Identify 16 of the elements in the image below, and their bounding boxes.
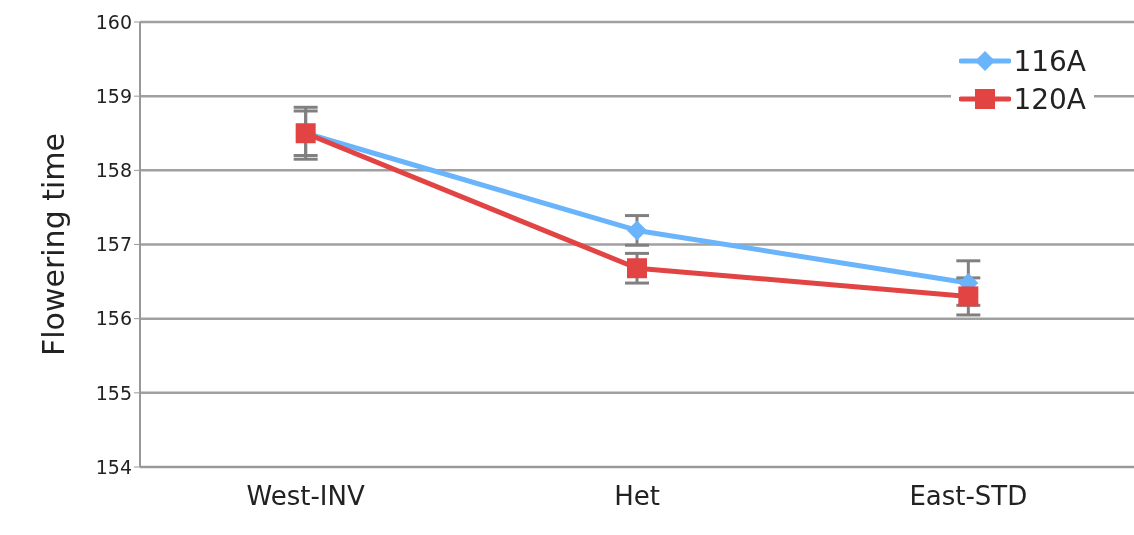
legend-label: 116A <box>1013 44 1086 78</box>
point <box>627 258 647 279</box>
x-tick-label: Het <box>614 481 660 512</box>
point <box>627 220 647 241</box>
legend-label: 120A <box>1013 82 1086 116</box>
y-tick-label: 154 <box>95 455 132 478</box>
y-tick-label: 158 <box>95 159 132 182</box>
y-tick-label: 156 <box>95 307 132 330</box>
y-tick-label: 155 <box>95 381 132 404</box>
y-axis-title: Flowering time <box>35 133 71 356</box>
y-tick-label: 157 <box>95 233 132 256</box>
point <box>958 286 979 307</box>
x-tick-label: West-INV <box>246 481 365 512</box>
y-tick-label: 160 <box>95 10 132 33</box>
y-tick-label: 159 <box>95 84 132 107</box>
x-tick-label: East-STD <box>909 481 1028 512</box>
